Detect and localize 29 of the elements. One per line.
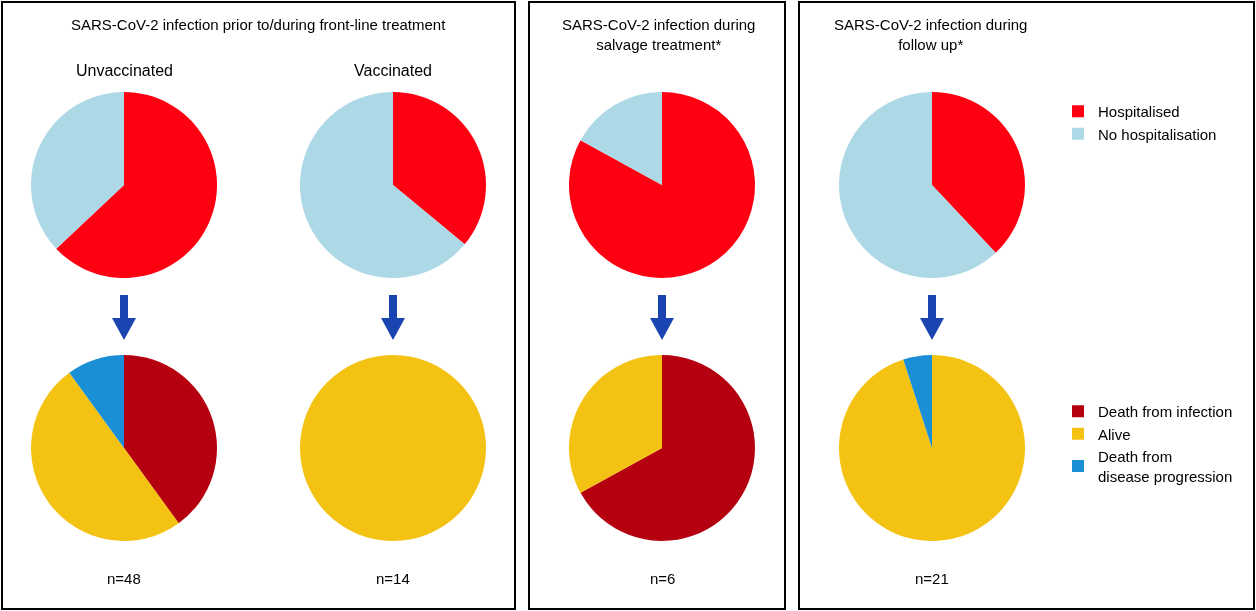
pie-slice: [569, 92, 755, 278]
pie-slice: [839, 92, 996, 278]
pie-slice: [569, 355, 662, 493]
pie-slice: [124, 355, 217, 524]
pie-slice: [839, 355, 1025, 541]
legend-label: No hospitalisation: [1098, 125, 1217, 143]
chart-title: SARS-CoV-2 infection during follow up*: [834, 16, 1028, 53]
chart-title: SARS-CoV-2 infection prior to/during front-line treatment: [71, 16, 447, 33]
chart-title: SARS-CoV-2 infection during salvage treatment*: [562, 16, 756, 53]
legend-label: Alive: [1098, 425, 1131, 443]
pie-slice: [31, 92, 124, 249]
chart-subtitle: Vaccinated: [354, 62, 432, 79]
pie-slice: [580, 92, 662, 185]
pie-slice: [393, 92, 486, 245]
pie-slice: [903, 355, 932, 448]
text: n=6: [650, 570, 676, 587]
chart-subtitle: Unvaccinated: [76, 62, 173, 79]
pie-slice: [56, 92, 217, 278]
legend-label: Hospitalised: [1098, 103, 1180, 121]
text: n=48: [107, 570, 141, 587]
pie-slice: [580, 355, 755, 541]
pie-slice: [31, 372, 179, 541]
text: n=14: [376, 570, 410, 587]
pie-slice: [300, 92, 465, 278]
legend-label: Death from infection: [1098, 403, 1233, 421]
legend-label: Death from disease progression: [1098, 448, 1233, 485]
pie-slice: [932, 92, 1025, 253]
text: n=21: [915, 570, 949, 587]
pie-slice: [69, 355, 124, 448]
